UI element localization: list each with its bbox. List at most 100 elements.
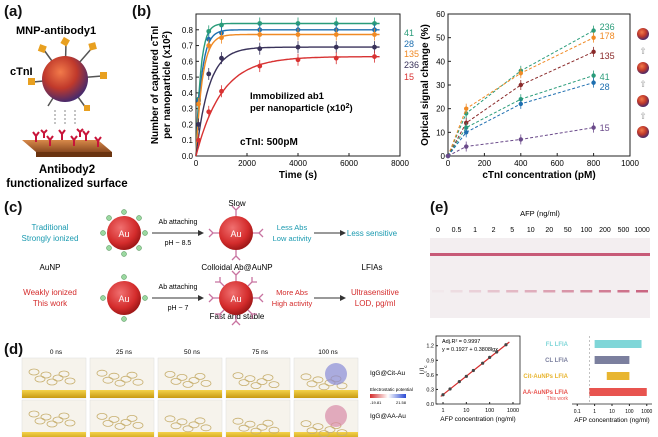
ab-aunp-less: Au bbox=[208, 205, 264, 261]
x-tick-label: 1000 bbox=[641, 409, 652, 415]
data-point-236 bbox=[196, 122, 201, 127]
x-tick-label: 10 bbox=[463, 408, 469, 414]
series-line-135 bbox=[447, 51, 594, 157]
y-axis-label: Optical signal change (%) bbox=[420, 24, 431, 146]
strip-concentration-label: 200 bbox=[599, 227, 611, 234]
row2-outcome-line2: LOD, pg/ml bbox=[355, 299, 396, 308]
row1-outcome: Less sensitive bbox=[347, 229, 398, 238]
row2-left-line2: This work bbox=[33, 299, 68, 308]
annotation-line1: Immobilized ab1 bbox=[250, 91, 325, 102]
bar-label: AA-AuNPs LFIA bbox=[523, 390, 569, 396]
data-point-41 bbox=[333, 21, 339, 26]
data-point-135 bbox=[591, 49, 596, 55]
y-tick-label: 0.0 bbox=[426, 402, 434, 408]
data-point-135 bbox=[518, 82, 523, 88]
series-line-41 bbox=[447, 75, 594, 157]
series-label-28: 28 bbox=[600, 82, 610, 92]
panel-d: (d) 0 ns 25 ns 50 ns 75 ns 100 ns IgG@Cit-Au… bbox=[4, 341, 413, 437]
x-tick-label: 0 bbox=[194, 159, 199, 168]
x-tick-label: 200 bbox=[478, 159, 492, 168]
data-point-178 bbox=[464, 106, 469, 111]
test-line bbox=[487, 290, 500, 293]
data-point bbox=[481, 361, 485, 365]
x-tick-label: 8000 bbox=[391, 159, 409, 168]
y-tick-label: 0.3 bbox=[182, 105, 194, 114]
x-tick-label: 1 bbox=[441, 408, 444, 414]
np-icons: ⇧ ⇧ ⇧ bbox=[637, 28, 649, 138]
surface-label-line1: Antibody2 bbox=[39, 164, 95, 176]
series-line-178 bbox=[447, 37, 594, 157]
x-tick-label: 10 bbox=[609, 409, 615, 415]
series-line-28 bbox=[195, 29, 380, 157]
strip-concentration-label: 1000 bbox=[634, 227, 650, 234]
series-line-236 bbox=[195, 46, 380, 157]
colorbar-title: Electrostatic potential bbox=[370, 387, 413, 392]
data-point-15 bbox=[445, 153, 451, 159]
bar-label: FL LFIA bbox=[546, 342, 569, 348]
series-line-15 bbox=[195, 56, 380, 157]
data-point-15 bbox=[591, 125, 596, 130]
surface-label-line2: functionalized surface bbox=[6, 178, 127, 190]
row1-result-line2: Low activity bbox=[273, 234, 312, 243]
panel-b-label: (b) bbox=[132, 3, 151, 20]
data-point-236 bbox=[206, 71, 212, 77]
y-tick-label: 0.6 bbox=[182, 57, 194, 66]
md-frame bbox=[89, 357, 155, 399]
strip-concentration-label: 1 bbox=[473, 227, 477, 234]
data-point-135 bbox=[206, 43, 212, 48]
panel-a-label: (a) bbox=[4, 3, 22, 20]
data-point bbox=[457, 380, 461, 384]
mnp-illustration bbox=[28, 36, 107, 125]
data-point-236 bbox=[257, 46, 263, 52]
data-point-15 bbox=[372, 54, 377, 59]
y-tick-label: 0.8 bbox=[182, 26, 194, 35]
row1-left-line1: Traditional bbox=[31, 223, 68, 232]
test-line bbox=[469, 290, 482, 293]
data-point-135 bbox=[257, 32, 263, 37]
data-point-15 bbox=[257, 63, 263, 69]
time-label: 25 ns bbox=[116, 349, 133, 356]
annotation-line2: per nanoparticle (x102) bbox=[250, 103, 353, 115]
strip-concentration-label: 5 bbox=[510, 227, 514, 234]
strip-concentration-label: 100 bbox=[581, 227, 593, 234]
y-axis-label-line1: Number of captured cTnI bbox=[150, 26, 161, 145]
y-tick-label: 0.5 bbox=[182, 73, 194, 82]
x-tick-label: 100 bbox=[485, 408, 494, 414]
x-tick-label: 6000 bbox=[340, 159, 358, 168]
md-frame bbox=[21, 357, 87, 399]
data-point-236 bbox=[219, 55, 224, 61]
strip-concentration-label: 0 bbox=[436, 227, 440, 234]
colorbar-max: 21.58 bbox=[396, 400, 407, 405]
y-tick-label: 0.0 bbox=[182, 152, 194, 161]
data-point-15 bbox=[206, 109, 212, 115]
panel-c: (c) Slow Fast and stable Traditional Str… bbox=[4, 199, 400, 326]
y-tick-label: 1.2 bbox=[426, 344, 434, 350]
row2-result-line1: More Abs bbox=[276, 288, 308, 297]
x-axis-label: AFP concentration (ng/ml) bbox=[440, 416, 515, 423]
y-tick-label: 0.1 bbox=[182, 136, 194, 145]
chart-calibration: 1 10 100 1000 0.0 0.3 0.6 0.9 1.2 AFP concentrati… bbox=[419, 335, 521, 423]
md-frame bbox=[89, 399, 155, 437]
data-point-28 bbox=[206, 36, 212, 42]
test-line bbox=[432, 290, 444, 293]
y-tick-label: 60 bbox=[436, 10, 445, 19]
series-label-15: 15 bbox=[404, 72, 414, 82]
mnp-antibody-label: MNP-antibody1 bbox=[16, 25, 96, 37]
md-frame bbox=[21, 399, 87, 437]
test-line bbox=[636, 290, 648, 293]
range-bar bbox=[606, 372, 630, 380]
y-tick-label: 0.4 bbox=[182, 89, 194, 98]
lfias-label: LFIAs bbox=[362, 263, 383, 272]
strip-concentration-label: 20 bbox=[545, 227, 553, 234]
series-label-236: 236 bbox=[600, 22, 615, 32]
series-line-236 bbox=[447, 30, 594, 157]
data-point-236 bbox=[333, 44, 339, 50]
control-line bbox=[430, 253, 650, 256]
strip-concentration-label: 10 bbox=[527, 227, 535, 234]
data-point-41 bbox=[219, 22, 224, 28]
condition-label: cTnI: 500pM bbox=[240, 137, 298, 148]
md-frame bbox=[225, 399, 291, 437]
test-line bbox=[506, 290, 519, 293]
md-frame bbox=[293, 399, 359, 437]
ctni-label: cTnI bbox=[10, 66, 33, 78]
